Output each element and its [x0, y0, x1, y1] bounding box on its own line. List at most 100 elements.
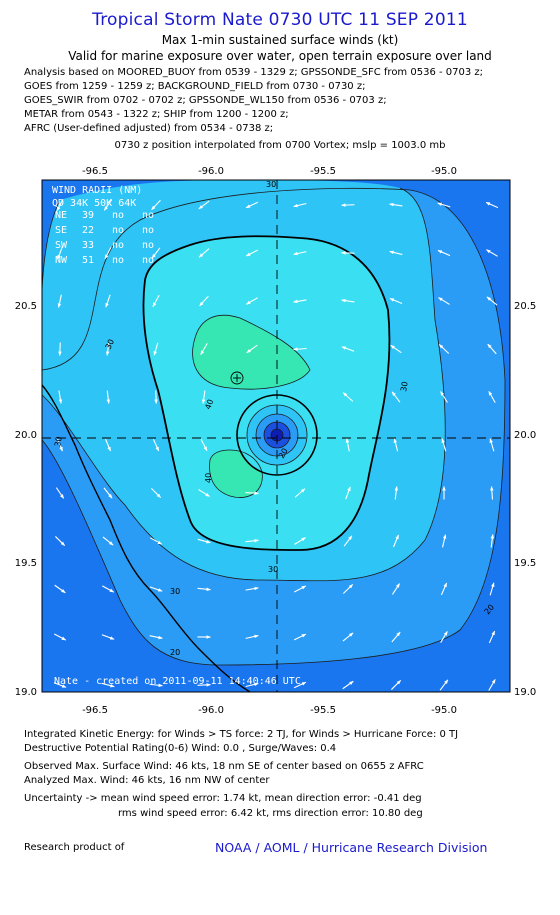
wind-arrow — [390, 344, 402, 354]
wind-arrow — [198, 248, 210, 258]
y-tick-label: 20.5 — [514, 301, 536, 312]
wind-radii-quadrant: NW — [55, 255, 68, 266]
noaa-aoml-credit: NOAA / AOML / Hurricane Research Divisio… — [215, 840, 488, 855]
wind-arrow — [391, 583, 401, 595]
wind-arrow — [245, 297, 258, 305]
wind-radii-box: WIND RADII (NM) QD 34K 50K 64K NE 39 no … — [52, 185, 154, 266]
x-tick-label: -95.0 — [431, 166, 457, 177]
wind-arrow — [245, 634, 259, 639]
wind-arrow — [199, 295, 209, 307]
wind-arrow — [151, 247, 161, 259]
contour-fill-group — [42, 180, 510, 692]
contour-label: 30 — [399, 381, 410, 393]
x-axis-top: -96.5 -96.0 -95.5 -95.0 — [82, 166, 457, 177]
wind-arrow — [54, 584, 66, 594]
wind-arrow — [151, 488, 161, 498]
wind-arrow — [104, 438, 112, 452]
wind-arrow — [342, 584, 354, 594]
wind-arrow — [245, 538, 259, 543]
wind-arrow — [105, 294, 111, 308]
wind-arrow — [440, 391, 448, 403]
wind-arrow — [293, 633, 307, 641]
x-tick-label: -95.5 — [310, 166, 336, 177]
y-tick-label: 20.0 — [514, 430, 536, 441]
wind-arrow — [440, 582, 448, 596]
wind-arrow — [56, 198, 64, 212]
wind-arrow — [246, 344, 258, 354]
wind-arrow — [390, 680, 402, 690]
wind-arrow — [293, 681, 307, 689]
wind-radii-34k: 33 — [82, 240, 94, 251]
wind-arrow — [489, 438, 495, 452]
wind-arrow — [341, 298, 355, 303]
wind-arrow — [488, 390, 496, 403]
wind-radii-title: WIND RADII (NM) — [52, 185, 142, 196]
wind-arrow — [103, 487, 113, 499]
wind-arrow — [342, 680, 354, 690]
map-subtitle-exposure: Valid for marine exposure over water, op… — [68, 49, 492, 63]
wind-arrow — [57, 246, 63, 260]
wind-radii-row: NW 51 no no — [55, 255, 154, 266]
wind-radii-50k: no — [112, 210, 124, 221]
wind-arrow — [102, 536, 114, 546]
ts-force-34kt-contour — [142, 235, 391, 551]
wind-radii-34k: 22 — [82, 225, 94, 236]
wind-arrow — [441, 438, 447, 452]
destructive-potential-line: Destructive Potential Rating(0-6) Wind: … — [24, 743, 337, 754]
wind-arrow — [391, 631, 401, 643]
wind-arrow — [103, 199, 113, 211]
contour-label: 20 — [277, 447, 290, 460]
wind-arrow — [58, 390, 63, 404]
wind-radii-row: SW 33 no no — [55, 240, 154, 251]
wind-arrow — [389, 202, 403, 207]
wind-arrow — [391, 391, 401, 403]
wind-arrow — [393, 534, 399, 548]
wind-arrow — [438, 344, 450, 354]
ike-line: Integrated Kinetic Energy: for Winds > T… — [24, 729, 459, 740]
wind-arrow — [53, 682, 67, 688]
wind-arrow — [293, 299, 307, 304]
contour-label: 40 — [203, 398, 215, 411]
wind-arrow — [149, 586, 163, 592]
wind-arrow — [53, 633, 67, 641]
research-product-label: Research product of — [24, 842, 125, 853]
wind-arrow — [437, 249, 451, 257]
wind-field-map: -96.5 -96.0 -95.5 -95.0 -96.5 -96.0 -95.… — [15, 166, 537, 716]
map-title: Tropical Storm Nate 0730 UTC 11 SEP 2011 — [92, 10, 468, 30]
wind-vector-field — [53, 198, 499, 691]
wind-arrow — [105, 342, 110, 356]
y-tick-label: 19.0 — [514, 687, 536, 698]
wind-arrow — [345, 438, 350, 452]
analysis-line: Analysis based on MOORED_BUOY from 0539 … — [24, 67, 484, 78]
y-tick-label: 19.5 — [15, 558, 37, 569]
y-tick-label: 20.0 — [15, 430, 37, 441]
wind-arrow — [200, 343, 208, 355]
wind-arrow — [343, 535, 353, 547]
wind-radii-quadrant: SE — [55, 225, 67, 236]
x-tick-label: -96.0 — [198, 705, 224, 716]
wind-arrow — [487, 343, 497, 355]
wind-arrow — [342, 632, 354, 642]
wind-arrow — [200, 438, 208, 452]
y-axis-left: 20.5 20.0 19.5 19.0 — [15, 301, 37, 698]
x-tick-label: -96.5 — [82, 705, 108, 716]
wind-arrow — [389, 250, 403, 256]
wind-arrow — [293, 347, 307, 351]
wind-arrow — [58, 342, 62, 356]
wind-arrow — [151, 199, 161, 211]
wind-arrow — [197, 683, 211, 687]
wind-arrow — [293, 251, 307, 256]
analysis-line: METAR from 0543 - 1322 z; SHIP from 1200… — [24, 109, 289, 120]
wind-arrow — [245, 491, 259, 495]
wind-arrow — [55, 487, 65, 499]
wind-arrow — [345, 486, 351, 500]
wind-arrow — [341, 346, 355, 352]
wind-arrow — [152, 295, 160, 308]
wind-radii-quadrant: NE — [55, 210, 67, 221]
wind-arrow — [342, 392, 354, 402]
wind-arrow — [149, 635, 163, 640]
contour-label: 40 — [204, 473, 213, 483]
wind-arrow — [245, 586, 259, 591]
y-tick-label: 20.5 — [15, 301, 37, 312]
wind-arrow — [439, 679, 449, 691]
